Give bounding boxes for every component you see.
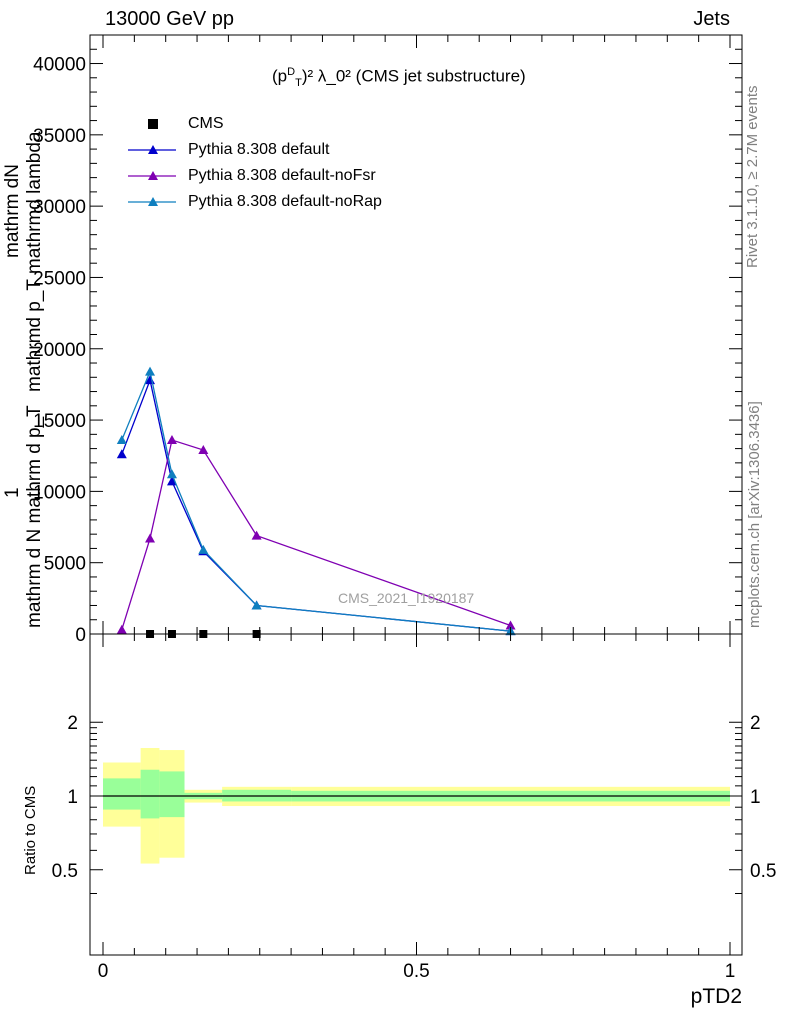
ratio-inner-band [159, 771, 185, 818]
y-tick-label: 5000 [44, 554, 86, 575]
data-point [116, 449, 127, 459]
data-point [145, 366, 156, 376]
data-point [198, 445, 209, 455]
y-tick-label: 10000 [33, 482, 86, 503]
series-line [121, 439, 511, 630]
data-point [505, 620, 516, 630]
ratio-y-axis-label: Ratio to CMS [22, 785, 39, 875]
series-line [121, 369, 511, 632]
x-tick-label: 0.5 [403, 961, 429, 982]
ratio-y-tick-label: 1 [67, 787, 78, 808]
ratio-y-tick-label: 0.5 [52, 861, 78, 882]
x-tick-label: 0 [98, 961, 109, 982]
y-tick-label: 35000 [33, 126, 86, 147]
legend-label-nofsr: Pythia 8.308 default-noFsr [188, 167, 376, 184]
legend-label-norap: Pythia 8.308 default-noRap [188, 193, 382, 210]
ylabel-denominator: mathrm d N mathrm d p_T [24, 405, 45, 628]
mcplots-citation-label: mcplots.cern.ch [arXiv:1306.3436] [746, 401, 763, 628]
data-point [116, 435, 127, 445]
data-point [198, 544, 209, 554]
beam-energy-label: 13000 GeV pp [105, 8, 234, 30]
plot-title: (pDT)² λ_0² (CMS jet substructure) [272, 66, 526, 90]
ratio-y-tick-label-right: 2 [750, 713, 761, 734]
legend-marker [148, 171, 158, 180]
ratio-y-tick-label-right: 0.5 [750, 861, 776, 882]
y-tick-label: 25000 [33, 268, 86, 289]
ylabel-numerator-bottom: mathrmd p_T mathrmd lambda [24, 131, 45, 392]
ratio-y-tick-label: 2 [67, 713, 78, 734]
y-tick-label: 0 [75, 625, 86, 646]
legend-marker-cms [148, 119, 158, 129]
ratio-y-tick-label-right: 1 [750, 787, 761, 808]
legend-marker [148, 145, 158, 154]
process-label: Jets [693, 8, 730, 30]
data-point [166, 435, 177, 445]
data-point [251, 530, 262, 540]
y-tick-label: 30000 [33, 197, 86, 218]
legend-marker [148, 197, 158, 206]
ylabel-one: 1 [2, 487, 23, 498]
data-point [145, 533, 156, 543]
legend-label-default: Pythia 8.308 default [188, 141, 330, 158]
y-tick-label: 20000 [33, 340, 86, 361]
ratio-inner-band [103, 778, 141, 810]
data-point [166, 476, 177, 486]
ratio-inner-band [140, 769, 160, 819]
ylabel-numerator-top: mathrm dN [2, 164, 23, 258]
analysis-watermark: CMS_2021_I1920187 [338, 590, 475, 606]
data-point [166, 469, 177, 479]
rivet-version-label: Rivet 3.1.10, ≥ 2.7M events [744, 85, 761, 269]
data-point [251, 600, 262, 610]
y-tick-label: 40000 [33, 55, 86, 76]
data-point [116, 624, 127, 634]
x-tick-label: 1 [725, 961, 736, 982]
legend-label-cms: CMS [188, 115, 224, 132]
y-tick-label: 15000 [33, 411, 86, 432]
x-axis-label: pTD2 [690, 985, 742, 1008]
